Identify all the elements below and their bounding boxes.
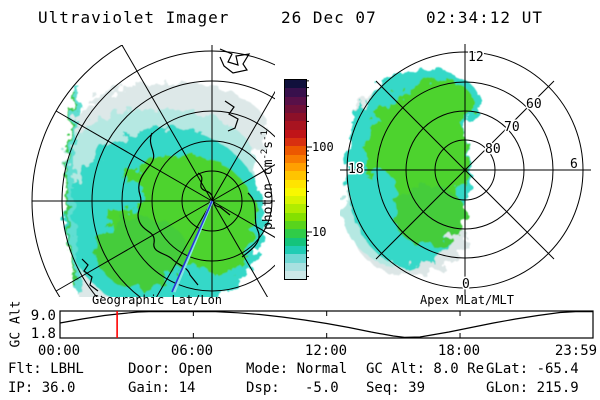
colorbar-ticks <box>306 80 312 277</box>
status-glat: GLat: -65.4 <box>486 361 579 377</box>
xtick-1800: 18:00 <box>437 343 481 359</box>
lat-label-60: 60 <box>526 97 542 112</box>
status-door: Door: Open <box>128 361 213 377</box>
orbit-track <box>171 200 214 293</box>
date-label: 26 Dec 07 <box>281 8 377 27</box>
coastline <box>81 48 260 297</box>
strip-caption-left: Geographic Lat/Lon <box>91 293 223 307</box>
status-glon: GLon: 215.9 <box>486 380 579 396</box>
lat-label-70: 70 <box>504 120 520 135</box>
mlt-label-12: 12 <box>468 50 484 65</box>
limb-rim <box>66 86 83 294</box>
mlt-label-0: 0 <box>462 277 470 292</box>
status-gc-alt: GC Alt: 8.0 Re <box>366 361 485 377</box>
lat-label-80: 80 <box>485 142 501 157</box>
aurora-image-geographic <box>64 82 268 297</box>
strip-ytick-18: 1.8 <box>30 326 56 342</box>
xtick-0600: 06:00 <box>170 343 214 359</box>
mlat-mlt-grid <box>340 44 591 296</box>
mlt-label-6: 6 <box>570 157 578 172</box>
status-seq: Seq: 39 <box>366 380 426 396</box>
time-label: 02:34:12 UT <box>426 8 543 27</box>
mlt-label-18: 18 <box>348 162 364 177</box>
xtick-0000: 00:00 <box>37 343 81 359</box>
gc-alt-strip-chart <box>59 310 594 339</box>
latlon-grid <box>31 45 275 297</box>
xtick-2359: 23:59 <box>554 343 598 359</box>
gc-alt-curve <box>59 311 593 338</box>
page-title: Ultraviolet Imager <box>38 8 230 27</box>
colorbar-tick-10: 10 <box>312 225 327 239</box>
apex-plot: 12 18 6 0 80 70 60 <box>340 44 591 296</box>
colorbar-label: photon cm-2s-1 <box>259 130 277 230</box>
colorbar-bands <box>284 79 307 280</box>
strip-ytick-9: 9.0 <box>30 308 56 324</box>
status-ip: IP: 36.0 <box>8 380 76 396</box>
status-flt: Flt: LBHL <box>8 361 84 377</box>
colorbar-tick-100: 100 <box>312 140 334 154</box>
xtick-1200: 12:00 <box>304 343 348 359</box>
geographic-plot <box>31 45 275 297</box>
status-mode: Mode: Normal <box>246 361 348 377</box>
status-gain: Gain: 14 <box>128 380 196 396</box>
status-dsp: Dsp: -5.0 <box>246 380 339 396</box>
strip-caption-right: Apex MLat/MLT <box>420 293 514 307</box>
